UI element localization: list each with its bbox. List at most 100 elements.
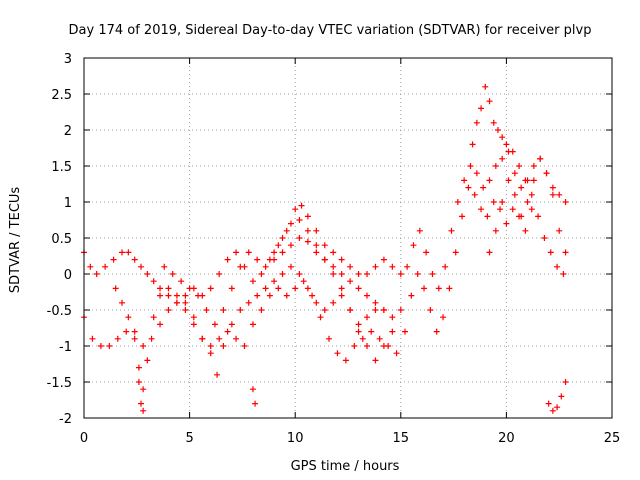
data-point [165,307,172,313]
y-tick-label: 2.5 [51,88,72,103]
data-point [516,163,523,169]
data-point [372,299,379,306]
data-point [355,328,362,335]
data-point [266,292,273,299]
data-point [393,350,400,357]
data-point [135,364,142,371]
data-point [446,285,453,292]
data-point [224,328,231,335]
series-track-k [135,379,259,414]
data-point [402,328,409,335]
y-axis-title: SDTVAR / TECUs [8,187,23,294]
data-point [298,202,305,209]
data-point [347,307,354,313]
data-point [228,285,235,292]
data-point [490,119,497,126]
data-point [317,314,324,321]
data-point [195,292,202,299]
series-track-f [397,148,569,313]
data-point [199,335,206,342]
data-point [89,335,96,342]
data-point [499,199,506,205]
y-tick-label: 3 [64,52,72,67]
data-point [131,256,138,263]
data-point [478,206,485,213]
data-point [144,357,151,364]
data-point [313,227,320,234]
data-point [414,271,421,277]
data-point [138,400,145,407]
data-point [203,307,210,313]
data-point [123,328,130,335]
data-point [186,285,193,292]
data-point [537,155,544,162]
data-point [216,271,223,277]
data-point [478,105,485,112]
data-point [473,170,480,177]
data-point [131,335,138,342]
data-point [321,242,328,249]
data-point [300,278,307,285]
data-point [473,119,480,126]
data-point [190,314,197,321]
x-tick-label: 10 [287,431,304,446]
data-point [296,271,303,277]
data-point [423,249,430,256]
data-point [165,292,172,299]
data-point [304,238,311,245]
data-point [351,343,358,349]
data-point [245,299,252,306]
data-point [558,393,565,400]
data-point [380,256,387,263]
data-point [157,292,164,299]
data-point [304,213,311,220]
data-point [494,127,501,133]
y-tick-label: -1 [59,340,72,355]
data-point [549,184,556,191]
data-point [252,400,259,407]
data-point [530,163,537,169]
data-point [165,285,172,292]
data-point [380,307,387,313]
data-point [271,249,278,256]
y-tick-label: -0.5 [47,304,72,319]
data-point [355,321,362,328]
data-point [214,371,221,378]
data-point [144,271,151,277]
data-point [237,263,244,270]
data-point [499,155,506,162]
data-point [404,263,411,270]
data-point [338,285,345,292]
x-axis-title: GPS time / hours [291,459,400,474]
data-point [389,263,396,270]
data-point [372,263,379,270]
data-point [249,278,256,285]
data-point [372,357,379,364]
data-point [421,285,428,292]
data-point [207,285,214,292]
data-point [554,404,561,411]
data-point [279,271,286,277]
data-point [440,314,447,321]
data-point [484,213,491,220]
data-point [410,242,417,249]
data-point [364,343,371,349]
series-track-c [112,263,396,393]
data-point [524,199,531,205]
data-point [279,249,286,256]
y-tick-label: -2 [59,412,72,427]
series-track-b [81,278,400,364]
data-point [271,278,278,285]
series-track-i [486,155,569,256]
data-point [237,307,244,313]
data-point [224,256,231,263]
x-tick-label: 20 [498,431,515,446]
data-point [309,292,316,299]
data-point [150,314,157,321]
data-point [254,292,261,299]
y-tick-label: 2 [64,124,72,139]
data-point [245,249,252,256]
data-point [258,307,265,313]
data-point [503,220,510,227]
